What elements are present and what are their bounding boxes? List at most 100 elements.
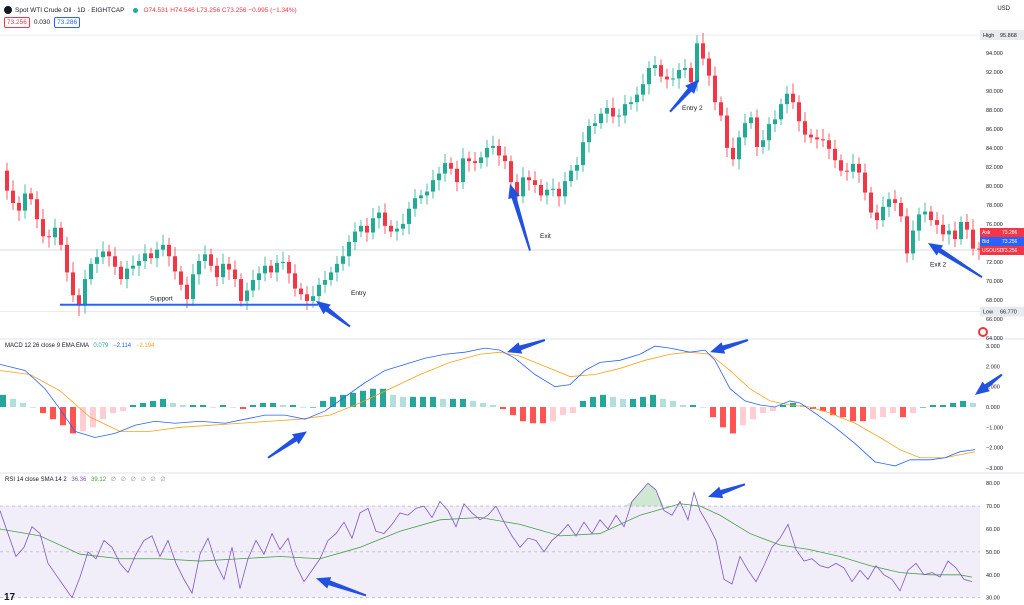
candle-body [617, 115, 621, 117]
macd-histogram-bar [840, 407, 846, 418]
candle-body [785, 93, 789, 105]
macd-histogram-bar [70, 407, 76, 434]
price-badge-bid [980, 237, 1024, 246]
price-badge-value: 73.256 [1002, 248, 1018, 254]
macd-histogram-bar [890, 407, 896, 414]
quote-box: 73.256 0.030 73.286 [4, 17, 81, 28]
candle-body [563, 181, 567, 197]
macd-histogram-bar [970, 402, 976, 408]
candle-body [629, 102, 633, 105]
macd-histogram-bar [10, 398, 16, 408]
macd-histogram-bar [510, 407, 516, 416]
candle-body [173, 256, 177, 272]
macd-histogram-bar [930, 404, 936, 408]
candle-body [353, 231, 357, 242]
macd-histogram-bar [500, 407, 506, 410]
candle-body [677, 69, 681, 79]
rsi-value: 36.36 [71, 477, 87, 483]
candle-body [371, 218, 375, 233]
candle-body [905, 216, 909, 254]
price-badge-low [980, 306, 1024, 317]
symbol-title[interactable]: Spot WTI Crude Oil · 1D · EIGHTCAP [15, 6, 125, 14]
candle-body [497, 145, 501, 156]
macd-legend[interactable]: MACD 12 26 close 9 EMA EMA 0.079 −2.114 … [5, 343, 154, 349]
macd-histogram-bar [950, 402, 956, 408]
candle-body [35, 199, 39, 220]
candle-body [887, 199, 891, 207]
macd-histogram-bar [290, 404, 296, 408]
candle-body [701, 43, 705, 59]
candle-body [509, 161, 513, 183]
macd-histogram-bar [260, 402, 266, 408]
candle-body [611, 107, 615, 117]
candle-body [155, 249, 159, 259]
rsi-label: RSI 14 close SMA 14 2 [5, 477, 67, 483]
candle-body [209, 254, 213, 266]
candle-body [911, 230, 915, 254]
candle-body [101, 251, 105, 258]
candle-body [11, 190, 15, 204]
ohlc-high: H74.546 [170, 6, 195, 14]
arrow-shape [507, 339, 546, 354]
rsi-legend[interactable]: RSI 14 close SMA 14 2 36.36 39.12 ∅ ∅ ∅ … [5, 476, 166, 483]
price-badge-value: 73.286 [1002, 230, 1018, 236]
macd-histogram-bar [590, 396, 596, 408]
candle-body [761, 140, 765, 147]
candle-body [689, 68, 693, 83]
price-badge-label: Ask [982, 230, 991, 236]
candle-body [755, 117, 759, 147]
candle-body [221, 263, 225, 278]
candle-body [473, 161, 477, 164]
macd-histogram-bar [280, 404, 286, 408]
macd-histogram-bar [160, 398, 166, 408]
candle-body [875, 212, 879, 221]
arrow-shape [669, 79, 699, 113]
candle-body [833, 148, 837, 161]
candle-body [827, 140, 831, 149]
candle-body [659, 65, 663, 77]
macd-histogram-bar [230, 407, 236, 408]
spread-value: 0.030 [33, 19, 51, 26]
tradingview-logo-icon[interactable]: 17 [4, 592, 16, 603]
macd-histogram-bar [180, 404, 186, 408]
candle-body [599, 113, 603, 124]
price-tick-label: 88.000 [986, 108, 1003, 114]
candle-body [431, 180, 435, 192]
macd-tick-label: −1.000 [986, 425, 1003, 431]
candle-body [227, 263, 231, 270]
price-tick-label: 84.000 [986, 146, 1003, 152]
macd-histogram-bar [400, 396, 406, 408]
candle-body [125, 268, 129, 280]
rsi-empty-value-1: ∅ [110, 477, 116, 483]
candle-body [605, 107, 609, 114]
candle-body [893, 199, 897, 204]
candle-body [95, 257, 99, 264]
price-badge-value: 73.256 [1002, 239, 1018, 245]
candle-body [281, 261, 285, 263]
macd-histogram-bar [0, 394, 6, 408]
candle-body [455, 168, 459, 183]
candle-body [275, 262, 279, 273]
price-tick-label: 82.000 [986, 165, 1003, 171]
sell-button[interactable]: 73.256 [4, 17, 30, 28]
candle-body [395, 228, 399, 232]
macd-histogram-bar [520, 407, 526, 422]
candle-body [977, 248, 981, 250]
price-axis-strip [980, 0, 1024, 605]
macd-histogram-bar [630, 398, 636, 408]
candle-body [365, 225, 369, 233]
arrow-shape [928, 242, 983, 279]
buy-button[interactable]: 73.286 [54, 17, 81, 28]
ohlc-change: −0.995 (−1.34%) [248, 6, 297, 14]
candle-body [953, 230, 957, 240]
price-badge-value: 66.770 [1000, 310, 1017, 316]
macd-histogram-bar [690, 404, 696, 408]
currency-label[interactable]: USD [997, 6, 1010, 12]
candle-body [929, 211, 933, 221]
macd-tick-label: 1.000 [986, 385, 1000, 391]
macd-histogram-bar [600, 394, 606, 408]
rsi-tick-label: 60.00 [986, 527, 1000, 533]
candle-body [773, 119, 777, 125]
macd-histogram-bar [860, 407, 866, 422]
